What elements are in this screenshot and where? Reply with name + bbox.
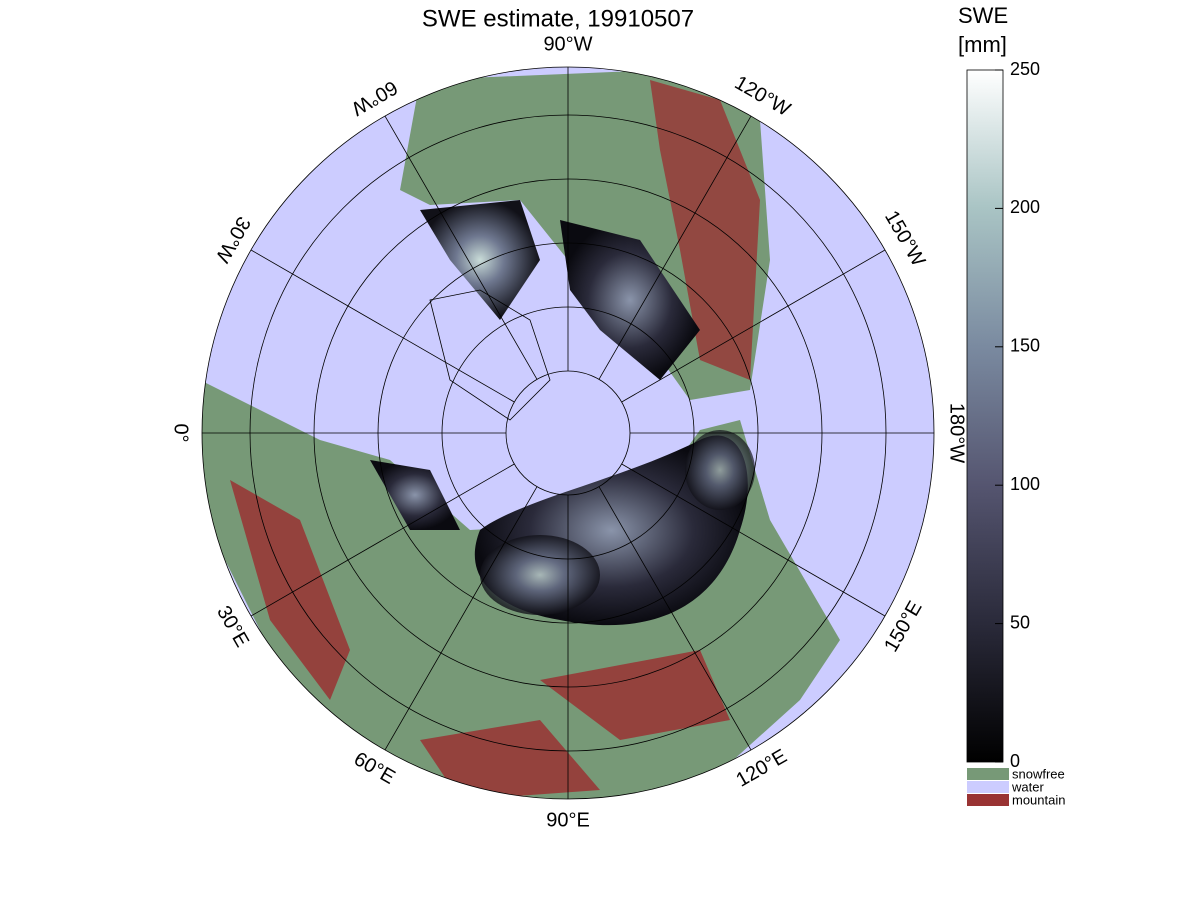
colorbar-label: SWE: [958, 3, 1008, 28]
colorbar: [966, 69, 1004, 763]
meridian: [250, 249, 515, 403]
colorbar-tick-label: 50: [1010, 612, 1030, 632]
longitude-label: 90°E: [546, 809, 590, 831]
colorbar-tick-label: 100: [1010, 474, 1040, 494]
snow: [685, 430, 755, 510]
meridian: [250, 463, 515, 617]
meridian: [621, 463, 886, 617]
meridian: [598, 115, 752, 380]
longitude-label: 30°E: [212, 602, 253, 651]
meridian: [384, 115, 538, 380]
map-border: [201, 66, 935, 800]
legend-label: mountain: [1012, 792, 1065, 807]
map-title: SWE estimate, 19910507: [422, 5, 694, 32]
longitude-label: 0°: [170, 423, 192, 442]
longitude-label: 90°W: [543, 33, 592, 55]
legend-label: snowfree: [1012, 766, 1065, 781]
colorbar-tick-label: 0: [1010, 751, 1020, 771]
colorbar-tick-label: 250: [1010, 59, 1040, 79]
snow: [370, 460, 460, 530]
longitude-label: 60°E: [350, 748, 399, 789]
legend-swatch: [967, 794, 1009, 806]
snow: [480, 535, 600, 615]
longitude-label: 180°W: [946, 403, 968, 463]
mountain: [230, 480, 730, 799]
legend-swatch: [967, 768, 1009, 780]
snow: [420, 200, 540, 320]
colorbar-tick-label: 150: [1010, 336, 1040, 356]
meridian: [384, 486, 538, 751]
map: [202, 67, 934, 799]
colorbar-label: [mm]: [958, 32, 1007, 57]
colorbar-tick-label: 200: [1010, 197, 1040, 217]
legend-label: water: [1011, 779, 1044, 794]
snow: [560, 220, 700, 380]
mountain: [650, 80, 760, 380]
coastline: [429, 289, 551, 421]
legend-swatch: [967, 781, 1009, 793]
meridian: [621, 249, 886, 403]
meridian: [598, 486, 752, 751]
